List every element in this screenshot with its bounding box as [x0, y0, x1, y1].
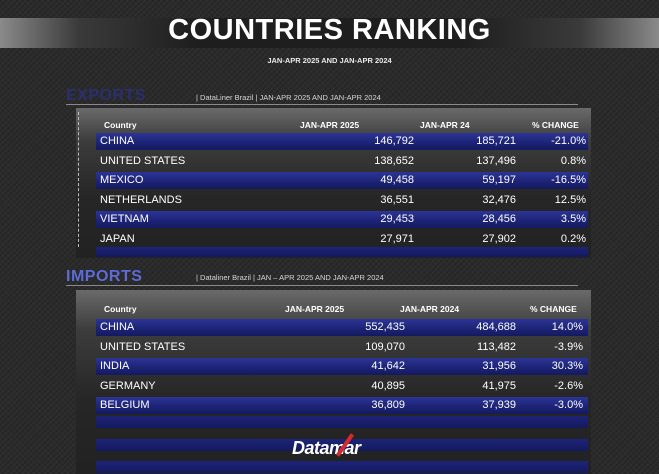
exports-row: UNITED STATES 138,652 137,496 0.8%: [96, 153, 588, 170]
exports-col-2024: JAN-APR 24: [420, 120, 470, 130]
exports-cell-value-2025: 49,458: [380, 174, 414, 187]
imports-row: INDIA 41,642 31,956 30.3%: [96, 358, 588, 376]
page-title: COUNTRIES RANKING: [168, 14, 491, 46]
imports-cell-change: -3.0%: [554, 399, 583, 412]
imports-col-2025: JAN-APR 2025: [285, 304, 345, 314]
imports-cell-value-2024: 113,482: [477, 340, 516, 353]
page-subtitle: JAN-APR 2025 AND JAN-APR 2024: [267, 56, 392, 65]
exports-table-footer-band: [96, 247, 588, 257]
exports-row: MEXICO 49,458 59,197 -16.5%: [96, 172, 588, 190]
exports-row: VIETNAM 29,453 28,456 3.5%: [96, 211, 588, 229]
exports-row: JAPAN 27,971 27,902 0.2%: [96, 231, 588, 248]
imports-cell-value-2025: 41,642: [371, 360, 405, 373]
exports-row: NETHERLANDS 36,551 32,476 12.5%: [96, 192, 588, 209]
exports-col-change: % CHANGE: [532, 120, 579, 130]
imports-heading: IMPORTS: [66, 268, 143, 285]
exports-cell-value-2024: 137,496: [476, 154, 516, 167]
datamar-logo: Datamar: [292, 438, 361, 458]
exports-cell-country: CHINA: [100, 135, 135, 147]
imports-cell-change: 14.0%: [551, 321, 583, 333]
exports-cell-country: UNITED STATES: [100, 154, 186, 167]
imports-footer-band-3: [96, 461, 588, 473]
exports-cell-value-2025: 29,453: [380, 213, 414, 226]
imports-col-2024: JAN-APR 2024: [400, 304, 460, 314]
imports-col-country: Country: [104, 304, 137, 314]
imports-cell-value-2024: 41,975: [482, 379, 516, 392]
exports-cell-change: -21.0%: [551, 135, 586, 147]
title-bar: [0, 18, 659, 48]
imports-cell-value-2024: 484,688: [476, 321, 516, 333]
imports-source-note: | Dataliner Brazil | JAN – APR 2025 AND …: [196, 273, 384, 282]
exports-heading: EXPORTS: [66, 87, 146, 104]
exports-cell-value-2024: 27,902: [482, 233, 516, 245]
imports-cell-change: 30.3%: [551, 360, 583, 373]
exports-cell-value-2025: 36,551: [380, 193, 414, 206]
imports-cell-change: -2.6%: [554, 379, 583, 392]
exports-cell-value-2024: 32,476: [482, 193, 516, 206]
imports-row: UNITED STATES 109,070 113,482 -3.9%: [96, 339, 588, 356]
imports-cell-value-2024: 37,939: [482, 399, 516, 412]
exports-cell-value-2024: 59,197: [482, 174, 516, 187]
imports-row: CHINA 552,435 484,688 14.0%: [96, 319, 588, 336]
imports-cell-country: INDIA: [100, 360, 130, 373]
imports-cell-change: -3.9%: [554, 340, 583, 353]
exports-cell-change: -16.5%: [551, 174, 586, 187]
imports-cell-country: CHINA: [100, 321, 135, 333]
exports-cell-value-2024: 28,456: [482, 213, 516, 226]
exports-cell-country: VIETNAM: [100, 213, 149, 226]
exports-cell-country: NETHERLANDS: [100, 193, 182, 206]
exports-cell-change: 0.2%: [560, 233, 586, 245]
imports-cell-value-2025: 36,809: [371, 399, 405, 412]
imports-footer-band-1: [96, 416, 588, 428]
exports-col-country: Country: [104, 120, 137, 130]
imports-divider: [66, 285, 578, 286]
exports-dashed-guide: [78, 112, 79, 247]
exports-col-2025: JAN-APR 2025: [300, 120, 360, 130]
exports-row: CHINA 146,792 185,721 -21.0%: [96, 133, 588, 150]
imports-row: BELGIUM 36,809 37,939 -3.0%: [96, 397, 588, 415]
exports-cell-change: 3.5%: [560, 213, 586, 226]
exports-cell-country: MEXICO: [100, 174, 144, 187]
imports-cell-value-2025: 552,435: [365, 321, 405, 333]
imports-cell-country: UNITED STATES: [100, 340, 186, 353]
exports-cell-value-2024: 185,721: [476, 135, 516, 147]
exports-cell-value-2025: 138,652: [374, 154, 414, 167]
exports-cell-change: 0.8%: [560, 154, 586, 167]
exports-cell-country: JAPAN: [100, 233, 135, 245]
exports-cell-value-2025: 146,792: [374, 135, 414, 147]
imports-cell-value-2024: 31,956: [482, 360, 516, 373]
imports-cell-country: BELGIUM: [100, 399, 150, 412]
exports-cell-value-2025: 27,971: [380, 233, 414, 245]
exports-cell-change: 12.5%: [554, 193, 586, 206]
imports-cell-value-2025: 109,070: [365, 340, 405, 353]
imports-cell-country: GERMANY: [100, 379, 156, 392]
exports-source-note: | DataLiner Brazil | JAN-APR 2025 AND JA…: [196, 93, 381, 102]
imports-col-change: % CHANGE: [530, 304, 577, 314]
imports-cell-value-2025: 40,895: [371, 379, 405, 392]
imports-row: GERMANY 40,895 41,975 -2.6%: [96, 378, 588, 395]
exports-divider: [66, 104, 578, 105]
